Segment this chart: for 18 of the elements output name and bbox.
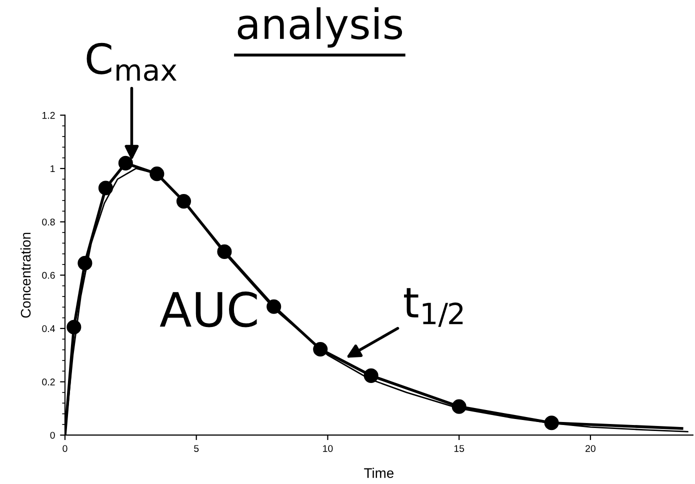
y-axis-title: Concentration — [20, 232, 31, 318]
chart-title: analysis — [238, 7, 402, 48]
x-tick-label: 5 — [194, 445, 199, 452]
annotation: t$_{1/2}$ — [404, 288, 463, 327]
y-tick-label: 0.6 — [42, 272, 55, 279]
annotation: AUC — [160, 292, 257, 328]
y-tick-label: 0 — [50, 432, 55, 439]
x-tick-label: 15 — [454, 445, 464, 452]
x-tick-label: 20 — [586, 445, 596, 452]
annotation: C$_{max}$ — [86, 42, 177, 81]
y-tick-label: 0.8 — [42, 218, 55, 226]
y-tick-label: 0.2 — [42, 378, 55, 386]
x-tick-label: 10 — [323, 445, 333, 452]
x-axis-title: Time — [364, 468, 394, 478]
y-tick-label: 1 — [50, 165, 55, 172]
x-tick-label: 0 — [62, 445, 68, 452]
y-tick-label: 1.2 — [42, 112, 55, 119]
y-tick-label: 0.4 — [42, 325, 55, 332]
